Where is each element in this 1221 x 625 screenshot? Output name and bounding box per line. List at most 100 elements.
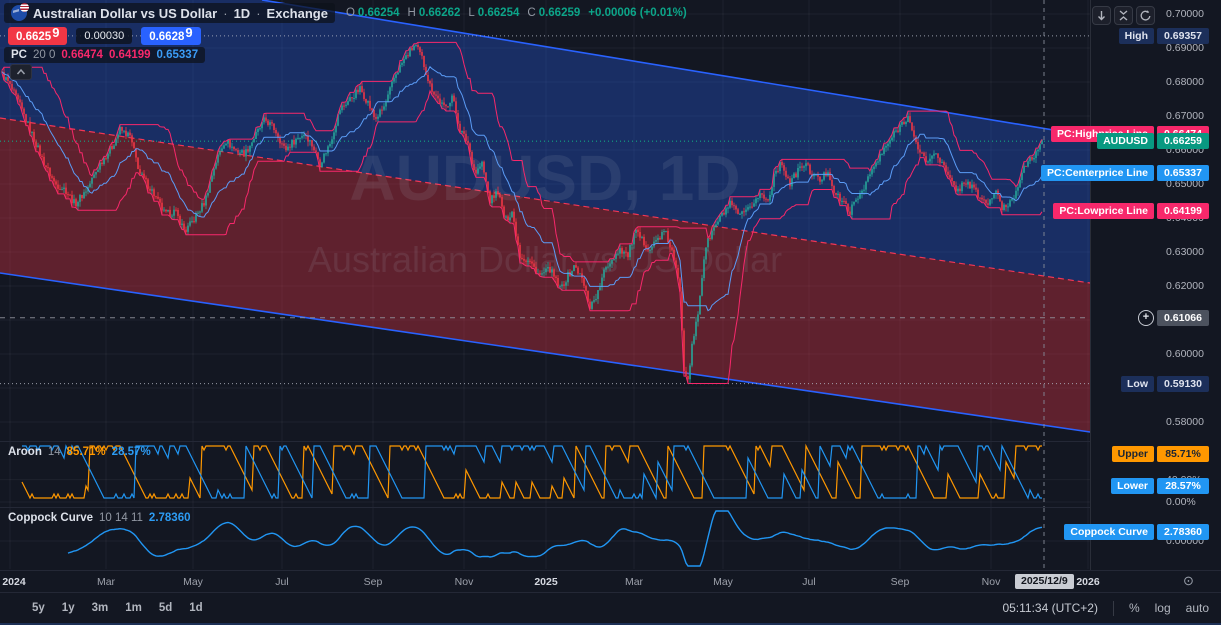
collapse-panes-button[interactable]	[1114, 6, 1133, 25]
title-separator: ·	[256, 5, 261, 21]
symbol-watermark: AUDUSD, 1D Australian Dollar vs US Dollar	[308, 142, 782, 280]
price-scale[interactable]: 0.70000 0.69000 0.68000 0.67000 0.66000 0.650…	[1041, 0, 1221, 570]
time-axis-label: May	[183, 576, 203, 588]
reset-loop-icon	[1140, 10, 1151, 21]
price-tick-label: 0.70000	[1166, 8, 1204, 20]
legend-collapse-button[interactable]	[10, 64, 32, 80]
scroll-down-button[interactable]	[1092, 6, 1111, 25]
symbol-title: Australian Dollar vs US Dollar	[33, 5, 218, 21]
bottom-toolbar: 5y 1y 3m 1m 5d 1d 05:11:34 (UTC+2) % log auto	[0, 592, 1221, 623]
aroon-badge-lower-label: Lower	[1111, 478, 1154, 494]
coppock-badge-label: Coppock Curve	[1064, 524, 1154, 541]
low-label: L	[468, 7, 475, 19]
price-level-lines	[0, 35, 1090, 385]
candlesticks	[1, 42, 1043, 384]
scale-button-percent[interactable]: %	[1128, 601, 1140, 615]
pane-separator[interactable]	[0, 507, 1090, 508]
price-badge-low-value: 0.59130	[1157, 375, 1209, 392]
range-button-1d[interactable]: 1d	[189, 602, 203, 614]
time-axis-target-icon[interactable]: ⊙	[1183, 573, 1194, 588]
scale-mode-buttons: % log auto	[1129, 601, 1209, 615]
aroon-name: Aroon	[8, 446, 42, 458]
time-axis-label: Jul	[275, 576, 289, 588]
aroon-badge-upper: Upper 85.71%	[1111, 446, 1209, 462]
time-axis-label: Nov	[454, 576, 474, 588]
price-badge-pc-lowprice-line-value: 0.64199	[1157, 203, 1209, 220]
bid-ask-row: 0.66259 0.00030 0.66289	[8, 25, 201, 45]
aroon-upper-value: 85.71%	[66, 446, 106, 458]
range-button-1m[interactable]: 1m	[125, 602, 142, 614]
coppock-indicator-legend[interactable]: Coppock Curve 10 14 11 2.78360	[8, 512, 191, 524]
time-axis-label: Sep	[363, 576, 383, 588]
price-badge-pc-centerprice-line-label: PC:Centerprice Line	[1041, 164, 1154, 181]
price-badge-crosshair: +0.61066	[1138, 309, 1209, 326]
symbol-flags-logo-icon	[11, 3, 29, 21]
scale-button-auto[interactable]: auto	[1185, 601, 1209, 615]
aroon-indicator-legend[interactable]: Aroon 14 85.71% 28.57%	[8, 446, 151, 458]
time-axis-label: Mar	[96, 576, 116, 588]
aroon-indicator-pane[interactable]	[0, 442, 1090, 507]
aroon-tick-label: 0.00%	[1166, 496, 1196, 508]
open-value: 0.66254	[357, 7, 400, 19]
coppock-indicator-pane[interactable]	[0, 508, 1090, 569]
range-button-3m[interactable]: 3m	[91, 602, 109, 614]
svg-text:AUDUSD, 1D: AUDUSD, 1D	[349, 142, 740, 214]
pane-separator[interactable]	[0, 441, 1090, 442]
spread-value: 0.00030	[76, 27, 133, 44]
price-tick-label: 0.65000	[1166, 178, 1204, 190]
coppock-badge: Coppock Curve 2.78360	[1064, 524, 1209, 541]
pc-indicator-params: 20 0	[32, 49, 56, 61]
collapse-vertical-icon	[1119, 10, 1128, 21]
time-axis-label: Mar	[624, 576, 644, 588]
time-axis-label: 2025	[534, 576, 558, 588]
price-badge-pc-lowprice-line-label: PC:Lowprice Line	[1053, 203, 1154, 220]
reset-chart-button[interactable]	[1136, 6, 1155, 25]
price-badge-audusd-label: AUDUSD	[1097, 133, 1154, 150]
range-button-1y[interactable]: 1y	[61, 602, 75, 614]
time-axis[interactable]: ⊙ 2024 Mar May Jul Sep Nov 2025 Mar May Jul Sep Nov…	[0, 570, 1221, 593]
coppock-value: 2.78360	[148, 512, 191, 524]
pc-center-value: 0.65337	[156, 49, 199, 61]
aroon-badge-upper-label: Upper	[1111, 446, 1154, 462]
aroon-badge-lower: Lower 28.57%	[1111, 478, 1209, 494]
buy-price-button[interactable]: 0.66289	[141, 25, 201, 45]
time-axis-label: Jul	[802, 576, 816, 588]
change-value: +0.00006 (+0.01%)	[588, 7, 687, 19]
high-value: 0.66262	[418, 7, 461, 19]
price-badge-pc-centerprice-line: PC:Centerprice Line 0.65337	[1041, 164, 1209, 181]
price-tick-label: 0.68000	[1166, 76, 1204, 88]
price-tick-label: 0.63000	[1166, 246, 1204, 258]
price-badge-pc-lowprice-line: PC:Lowprice Line 0.64199	[1053, 203, 1209, 220]
date-range-buttons: 5y 1y 3m 1m 5d 1d	[0, 602, 203, 614]
trend-channel-drawing[interactable]	[0, 0, 1090, 433]
symbol-title-chip[interactable]: Australian Dollar vs US Dollar · 1D · Ex…	[4, 3, 335, 23]
sell-price-button[interactable]: 0.66259	[8, 25, 68, 45]
price-badge-pc-centerprice-line-value: 0.65337	[1157, 164, 1209, 181]
svg-text:Australian Dollar vs US Dollar: Australian Dollar vs US Dollar	[308, 239, 782, 280]
price-tick-label: 0.62000	[1166, 280, 1204, 292]
main-price-pane[interactable]: AUDUSD, 1D Australian Dollar vs US Dollar	[0, 0, 1090, 441]
time-axis-label: 2026	[1076, 576, 1100, 588]
timeframe-label: 1D	[233, 5, 251, 21]
add-alert-plus-icon[interactable]: +	[1138, 309, 1154, 326]
pc-indicator-legend[interactable]: PC 20 0 0.66474 0.64199 0.65337	[4, 47, 206, 63]
coppock-line	[67, 510, 1043, 567]
chart-header: Australian Dollar vs US Dollar · 1D · Ex…	[4, 3, 687, 23]
price-badge-high-label: High	[1118, 27, 1154, 44]
price-tick-label: 0.69000	[1166, 42, 1204, 54]
price-tick-label: 0.67000	[1166, 110, 1204, 122]
coppock-params: 10 14 11	[99, 512, 143, 524]
clock-timezone-button[interactable]: 05:11:34 (UTC+2)	[1002, 601, 1098, 615]
range-button-5d[interactable]: 5d	[158, 602, 173, 614]
ohlc-values: O 0.66254 H 0.66262 L 0.66254 C 0.66259 …	[346, 7, 687, 19]
toolbar-divider	[1112, 600, 1114, 616]
range-button-5y[interactable]: 5y	[32, 602, 45, 614]
time-axis-label: Sep	[890, 576, 910, 588]
scale-button-log[interactable]: log	[1154, 601, 1171, 615]
arrow-down-icon	[1098, 11, 1105, 21]
aroon-badge-lower-value: 28.57%	[1157, 478, 1209, 494]
aroon-badge-upper-value: 85.71%	[1157, 446, 1209, 462]
title-separator: ·	[223, 5, 228, 21]
pc-low-value: 0.64199	[108, 49, 151, 61]
